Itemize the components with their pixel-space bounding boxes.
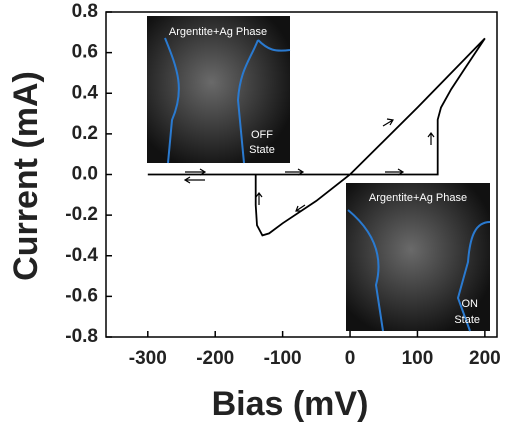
x-tick-label: 200	[469, 348, 501, 369]
y-tick-label: -0.6	[65, 285, 98, 306]
inset-label: ON	[462, 298, 479, 310]
y-tick-label: -0.2	[65, 204, 98, 225]
y-tick-label: -0.4	[65, 245, 98, 266]
y-tick-label: 0.2	[72, 123, 98, 144]
x-tick-label: 0	[345, 348, 356, 369]
x-axis-label: Bias (mV)	[212, 385, 369, 423]
phase-boundary	[164, 37, 291, 164]
y-tick-label: 0.4	[72, 82, 99, 103]
y-tick-label: 0.6	[72, 42, 98, 63]
x-tick-label: 100	[402, 348, 434, 369]
inset-image	[346, 183, 490, 331]
inset-on	[346, 183, 491, 332]
x-tick-label: -200	[196, 348, 234, 369]
inset-off	[147, 16, 291, 164]
inset-image	[147, 16, 290, 163]
x-tick-label: -100	[264, 348, 302, 369]
iv-curve	[147, 37, 486, 237]
inset-label: Argentite+Ag Phase	[369, 192, 467, 204]
y-tick-label: 0.8	[72, 1, 98, 22]
x-tick-label: -300	[129, 348, 167, 369]
y-tick-label: 0.0	[72, 164, 98, 185]
inset-label: State	[249, 144, 275, 156]
inset-label: OFF	[251, 129, 273, 141]
phase-boundary	[347, 209, 491, 332]
y-tick-label: -0.8	[65, 326, 98, 347]
inset-label: State	[454, 314, 480, 326]
y-axis-label: Current (mA)	[7, 71, 45, 281]
inset-label: Argentite+Ag Phase	[169, 26, 267, 38]
